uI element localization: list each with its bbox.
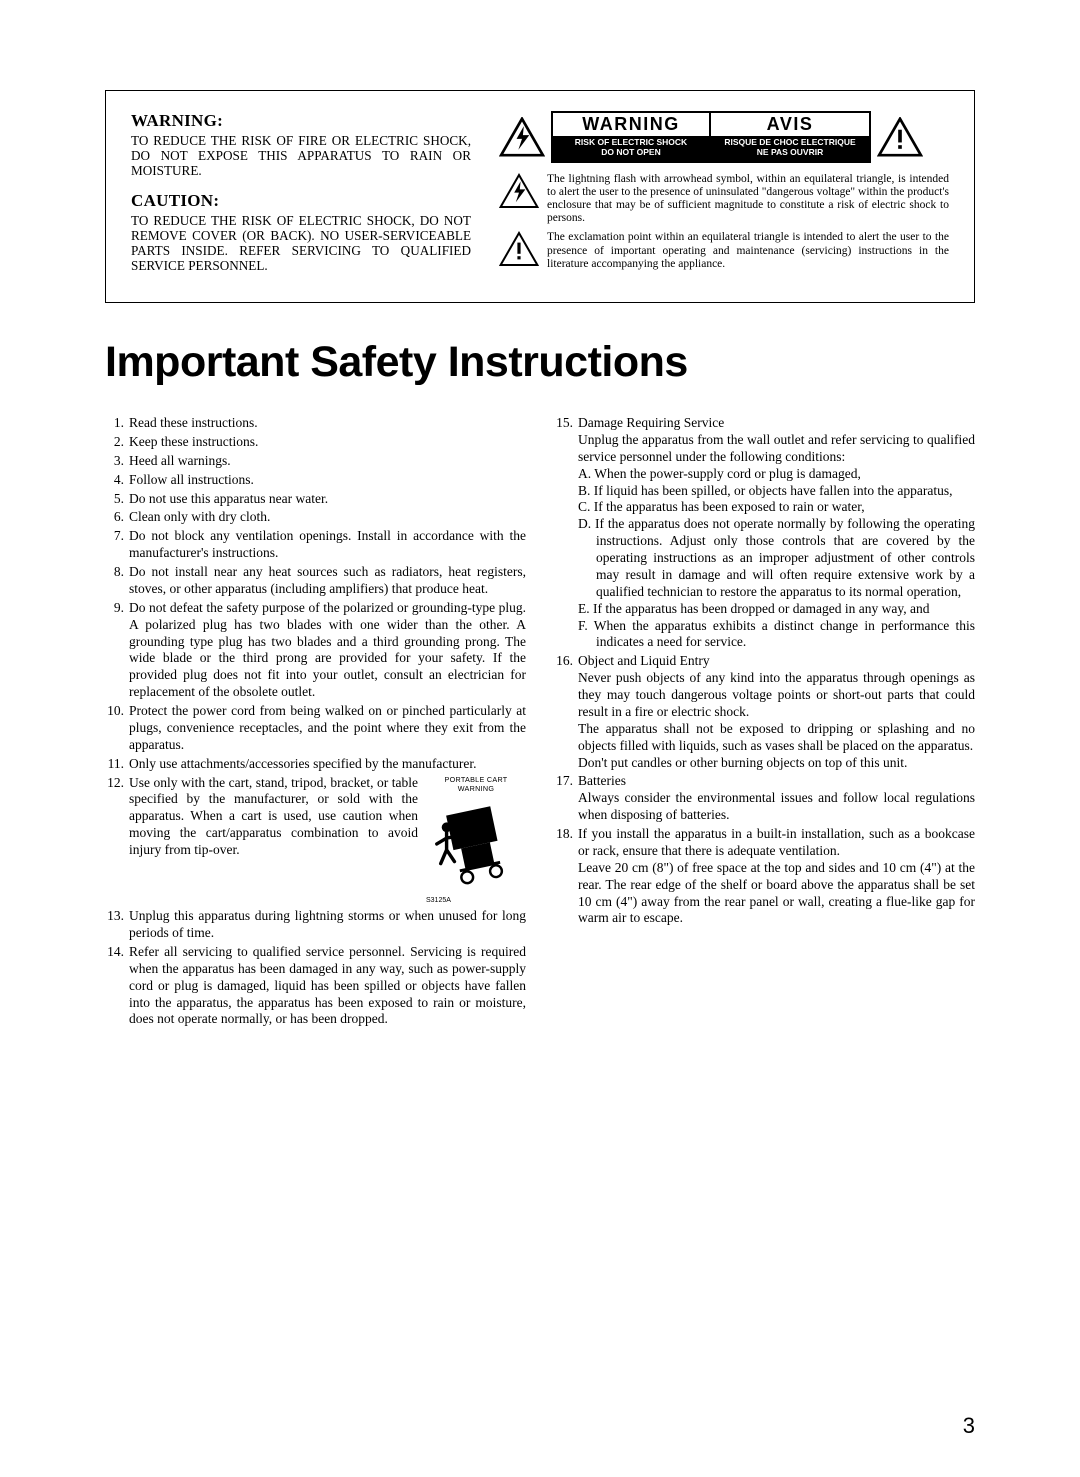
instruction-5: Do not use this apparatus near water. <box>129 491 526 508</box>
instruction-18a: Leave 20 cm (8") of free space at the to… <box>578 860 975 926</box>
instruction-12: Use only with the cart, stand, tripod, b… <box>129 775 418 858</box>
instruction-15a: A. When the power-supply cord or plug is… <box>578 466 975 483</box>
label-avis-sub2: NE PAS OUVRIR <box>757 147 823 157</box>
page-number: 3 <box>963 1413 975 1439</box>
instruction-15e: E. If the apparatus has been dropped or … <box>578 601 975 618</box>
label-avis-sub1: RISQUE DE CHOC ELECTRIQUE <box>724 137 855 147</box>
instructions-list-right: 15. Damage Requiring Service Unplug the … <box>554 415 975 927</box>
cart-tipping-icon <box>426 793 526 891</box>
instruction-16-title: Object and Liquid Entry <box>578 653 710 668</box>
instruction-3: Heed all warnings. <box>129 453 526 470</box>
warning-heading: WARNING: <box>131 111 471 131</box>
instruction-17a: Always consider the environmental issues… <box>578 790 975 822</box>
instruction-15d: D. If the apparatus does not operate nor… <box>578 516 975 600</box>
label-warning-sub2: DO NOT OPEN <box>601 147 661 157</box>
instruction-15f: F. When the apparatus exhibits a distinc… <box>578 618 975 652</box>
exclamation-triangle-icon <box>877 117 923 157</box>
instruction-16a: Never push objects of any kind into the … <box>578 670 975 719</box>
instruction-15b: B. If liquid has been spilled, or object… <box>578 483 975 500</box>
instruction-1: Read these instructions. <box>129 415 526 432</box>
instruction-4: Follow all instructions. <box>129 472 526 489</box>
lightning-triangle-icon <box>499 117 545 157</box>
instruction-17-title: Batteries <box>578 773 626 788</box>
instruction-18: If you install the apparatus in a built-… <box>578 826 975 858</box>
instruction-15c: C. If the apparatus has been exposed to … <box>578 499 975 516</box>
instruction-14: Refer all servicing to qualified service… <box>129 944 526 1028</box>
instruction-2: Keep these instructions. <box>129 434 526 451</box>
instruction-8: Do not install near any heat sources suc… <box>129 564 526 598</box>
lightning-symbol-text: The lightning flash with arrowhead symbo… <box>547 173 949 226</box>
lightning-triangle-icon <box>499 173 539 209</box>
caution-heading: CAUTION: <box>131 191 471 211</box>
warning-avis-label: WARNING RISK OF ELECTRIC SHOCKDO NOT OPE… <box>551 111 871 163</box>
cart-warning-label: PORTABLE CART WARNING <box>426 775 526 793</box>
instruction-11: Only use attachments/accessories specifi… <box>129 756 526 773</box>
instruction-10: Protect the power cord from being walked… <box>129 703 526 754</box>
instruction-15-intro: Unplug the apparatus from the wall outle… <box>578 432 975 464</box>
hazard-label-row: WARNING RISK OF ELECTRIC SHOCKDO NOT OPE… <box>499 111 949 163</box>
label-avis-head: AVIS <box>711 113 869 136</box>
label-warning-sub1: RISK OF ELECTRIC SHOCK <box>575 137 687 147</box>
label-warning-head: WARNING <box>553 113 709 136</box>
instruction-13: Unplug this apparatus during lightning s… <box>129 908 526 942</box>
instruction-9: Do not defeat the safety purpose of the … <box>129 600 526 701</box>
instructions-list-left: 1.Read these instructions. 2.Keep these … <box>105 415 526 1028</box>
exclamation-triangle-icon <box>499 231 539 267</box>
instruction-7: Do not block any ventilation openings. I… <box>129 528 526 562</box>
page-title: Important Safety Instructions <box>105 338 975 387</box>
warning-caution-box: WARNING: TO REDUCE THE RISK OF FIRE OR E… <box>105 90 975 303</box>
instruction-16c: Don't put candles or other burning objec… <box>578 755 907 770</box>
warning-text: TO REDUCE THE RISK OF FIRE OR ELECTRIC S… <box>131 133 471 179</box>
cart-figure-code: S3125A <box>426 897 526 906</box>
instruction-15-title: Damage Requiring Service <box>578 415 724 430</box>
caution-text: TO REDUCE THE RISK OF ELECTRIC SHOCK, DO… <box>131 213 471 274</box>
exclamation-symbol-text: The exclamation point within an equilate… <box>547 231 949 271</box>
cart-warning-figure: PORTABLE CART WARNING <box>426 775 526 907</box>
instruction-16b: The apparatus shall not be exposed to dr… <box>578 721 975 753</box>
instruction-6: Clean only with dry cloth. <box>129 509 526 526</box>
